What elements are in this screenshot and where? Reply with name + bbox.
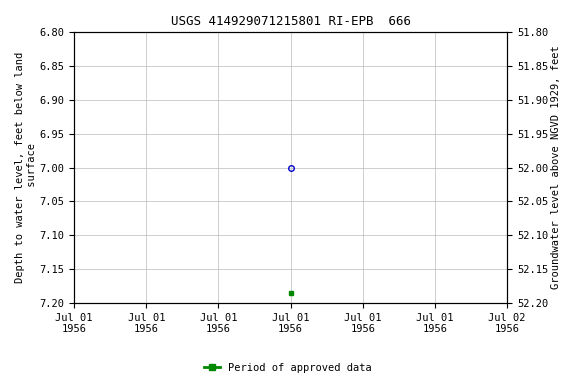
Y-axis label: Depth to water level, feet below land
 surface: Depth to water level, feet below land su…	[15, 52, 37, 283]
Title: USGS 414929071215801 RI-EPB  666: USGS 414929071215801 RI-EPB 666	[170, 15, 411, 28]
Legend: Period of approved data: Period of approved data	[200, 359, 376, 377]
Y-axis label: Groundwater level above NGVD 1929, feet: Groundwater level above NGVD 1929, feet	[551, 46, 561, 290]
